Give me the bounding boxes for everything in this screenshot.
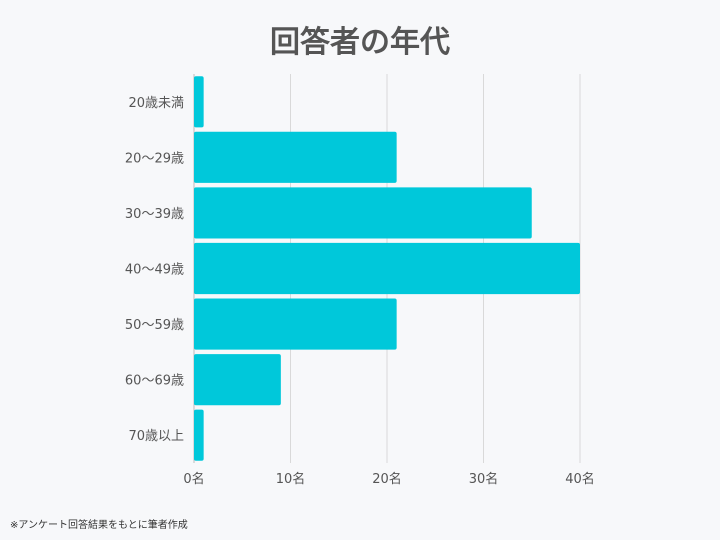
category-label: 30～39歳: [125, 207, 184, 222]
category-label: 70歳以上: [128, 429, 184, 444]
category-label: 20歳未満: [128, 96, 184, 111]
category-label: 20～29歳: [125, 151, 184, 166]
x-tick-label: 20名: [372, 471, 402, 487]
category-label: 50～59歳: [125, 318, 184, 333]
bar: [194, 409, 204, 461]
x-tick-label: 0名: [183, 471, 204, 487]
category-label: 40～49歳: [125, 263, 184, 278]
bar: [194, 187, 532, 239]
bar: [194, 242, 580, 295]
footnote: ※アンケート回答結果をもとに筆者作成: [10, 518, 188, 531]
bar: [194, 354, 281, 406]
bar: [194, 76, 204, 128]
x-tick-label: 30名: [469, 471, 499, 487]
y-axis-labels: 20歳未満 20～29歳 30～39歳 40～49歳 50～59歳 60～69歳 70歳以上: [125, 96, 184, 444]
bar: [194, 298, 397, 350]
chart-title: 回答者の年代: [270, 25, 450, 60]
x-axis-labels: 0名 10名 20名 30名 40名: [183, 471, 594, 487]
bars: [194, 76, 580, 461]
x-tick-label: 10名: [276, 471, 306, 487]
bar: [194, 131, 397, 183]
category-label: 60～69歳: [125, 374, 184, 389]
x-tick-label: 40名: [565, 471, 595, 487]
